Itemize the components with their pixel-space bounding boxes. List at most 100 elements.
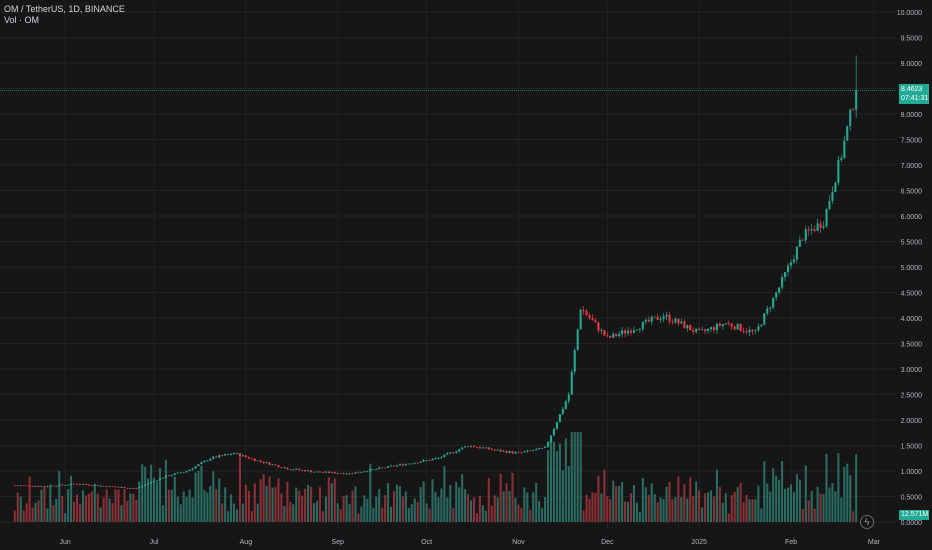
volume-bar <box>523 487 526 522</box>
volume-bar <box>552 441 556 522</box>
volume-bar <box>235 509 239 522</box>
volume-bar <box>155 482 159 522</box>
volume-bar <box>90 491 93 522</box>
candle-body <box>499 449 502 452</box>
volume-bar <box>268 476 271 522</box>
volume-bar <box>822 494 825 522</box>
candle-body <box>792 259 795 263</box>
volume-bar <box>786 487 790 522</box>
volume-bar <box>695 481 698 522</box>
candle-body <box>627 330 630 334</box>
volume-bar <box>22 510 25 522</box>
volume-bar <box>55 498 58 522</box>
y-tick-label: 2.0000 <box>901 418 923 425</box>
candle-body <box>786 265 790 273</box>
volume-bar <box>502 491 505 522</box>
volume-bar <box>594 492 597 522</box>
candle-body <box>262 461 265 464</box>
candle-body <box>176 472 179 474</box>
volume-bar <box>650 483 653 522</box>
candle-body <box>600 330 603 331</box>
candle-body <box>567 394 570 402</box>
volume-bar <box>573 432 576 522</box>
volume-bar <box>78 503 82 522</box>
volume-bar <box>307 484 310 522</box>
candle-body <box>203 460 206 463</box>
time-axis[interactable]: Jun Jul Aug Sep Oct Nov Dec 2025 Feb Mar <box>60 539 881 546</box>
volume-bar <box>280 493 283 522</box>
y-tick-label: 10.0000 <box>897 10 922 17</box>
candle-body <box>395 465 399 467</box>
volume-bar <box>161 505 164 522</box>
candle-body <box>339 473 342 475</box>
candle-body <box>292 469 295 471</box>
volume-bar <box>541 508 544 522</box>
candle-body <box>819 223 822 228</box>
volume-bar <box>135 499 138 522</box>
volume-bar <box>496 497 499 522</box>
volume-bar <box>52 505 55 522</box>
candle-body <box>529 450 532 452</box>
volume-bar <box>375 496 378 522</box>
x-tick-label: Dec <box>601 539 614 546</box>
candle-body <box>437 458 440 459</box>
candle-body <box>706 329 710 331</box>
volume-bar <box>475 513 478 522</box>
candle-body <box>253 458 256 461</box>
volume-bar <box>561 470 564 522</box>
candle-body <box>526 450 529 452</box>
candle-body <box>455 451 458 453</box>
volume-legend[interactable]: Vol · OM <box>4 15 40 25</box>
candle-body <box>739 323 742 331</box>
candle-body <box>425 460 428 461</box>
volume-bar <box>621 481 624 522</box>
volume-bar <box>674 497 677 522</box>
symbol-title[interactable]: OM / TetherUS, 1D, BINANCE <box>4 4 125 14</box>
candle-body <box>467 446 470 448</box>
lightning-icon[interactable]: ϟ <box>860 515 874 529</box>
candle-body <box>280 467 283 468</box>
candle-body <box>831 192 834 202</box>
y-tick-label: 7.0000 <box>901 163 923 170</box>
candle-body <box>446 453 449 455</box>
candle-body <box>751 329 754 332</box>
y-tick-label: 0.5000 <box>901 495 923 502</box>
volume-bar <box>615 485 618 522</box>
volume-bar <box>745 494 748 522</box>
candle-body <box>117 486 120 488</box>
candle-body <box>638 329 641 330</box>
candle-body <box>312 471 316 473</box>
volume-bar <box>629 492 633 522</box>
y-tick-label: 3.5000 <box>901 342 923 349</box>
candle-body <box>70 483 73 485</box>
candle-body <box>357 472 360 474</box>
volume-bar <box>689 477 692 522</box>
candle-body <box>698 328 701 331</box>
volume-bar <box>706 492 710 522</box>
volume-bar <box>19 496 22 522</box>
volume-bar <box>544 497 547 522</box>
candle-body <box>763 313 766 325</box>
candle-body <box>472 445 476 448</box>
volume-bar <box>668 481 671 522</box>
candle-body <box>603 330 606 336</box>
candle-body <box>111 486 114 487</box>
volume-bar <box>64 513 67 522</box>
volume-bar <box>644 487 647 522</box>
volume-bar <box>603 469 606 522</box>
volume-bar <box>733 491 736 522</box>
candle-body <box>173 473 176 475</box>
candle-body <box>307 470 310 472</box>
volume-bar <box>683 484 686 522</box>
candle-body <box>58 484 61 486</box>
volume-bar <box>736 487 739 522</box>
volume-bar <box>784 488 787 522</box>
volume-bar <box>585 494 588 522</box>
y-tick-label: 9.0000 <box>901 61 923 68</box>
candle-body <box>766 308 769 314</box>
candle-body <box>597 322 600 331</box>
volume-bar <box>481 505 484 522</box>
candle-body <box>704 329 707 331</box>
